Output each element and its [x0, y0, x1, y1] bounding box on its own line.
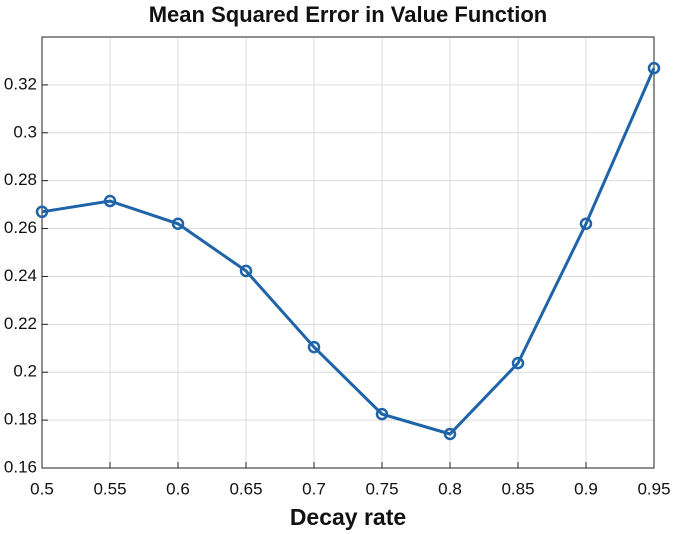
x-tick-label: 0.7: [302, 479, 326, 498]
y-tick-label: 0.18: [4, 410, 37, 429]
data-point: [239, 264, 253, 278]
x-tick-label: 0.8: [438, 479, 462, 498]
plot-frame: [41, 36, 655, 469]
y-tick-label: 0.3: [13, 122, 37, 141]
data-line: [41, 67, 656, 436]
x-tick-label: 0.5: [30, 479, 54, 498]
x-tick-label: 0.65: [229, 479, 262, 498]
x-axis-label: Decay rate: [290, 504, 406, 530]
x-tick-label: 0.9: [574, 479, 598, 498]
y-tick-label: 0.26: [4, 218, 37, 237]
data-point: [443, 427, 457, 441]
y-tick-label: 0.28: [4, 170, 37, 189]
y-tick-label: 0.32: [4, 74, 37, 93]
x-tick-label: 0.85: [501, 479, 534, 498]
chart-title: Mean Squared Error in Value Function: [149, 2, 548, 27]
x-tick-label: 0.55: [93, 479, 126, 498]
data-point: [171, 217, 185, 231]
data-point: [375, 407, 389, 421]
x-tick-label: 0.95: [637, 479, 670, 498]
x-tick-label: 0.6: [166, 479, 190, 498]
y-tick-label: 0.24: [4, 266, 37, 285]
data-point: [307, 340, 321, 354]
data-point: [647, 61, 661, 75]
data-point: [103, 194, 117, 208]
y-tick-label: 0.16: [4, 457, 37, 476]
x-tick-label: 0.75: [365, 479, 398, 498]
data-point: [579, 217, 593, 231]
y-tick-label: 0.2: [13, 362, 37, 381]
data-point: [35, 205, 49, 219]
y-tick-label: 0.22: [4, 314, 37, 333]
data-point: [511, 356, 525, 370]
